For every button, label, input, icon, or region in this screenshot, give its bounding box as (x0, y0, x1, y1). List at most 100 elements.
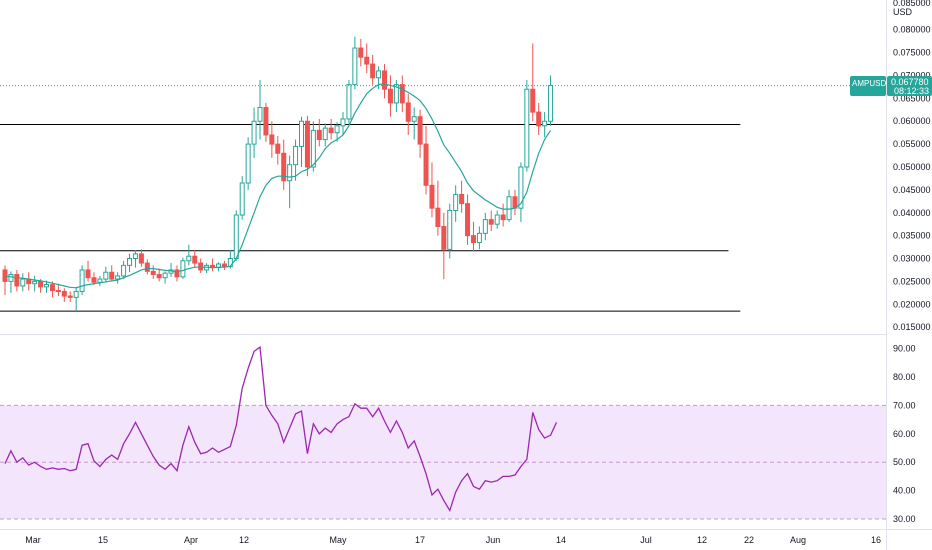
moving-average-line (4, 83, 552, 289)
price-tick-label: 0.025000 (893, 276, 931, 286)
candle-body-up (132, 253, 138, 260)
candle-body-up (8, 274, 14, 282)
candle-body-down (221, 263, 227, 268)
rsi-line (4, 345, 558, 513)
candle-body-down (192, 255, 198, 264)
time-tick-label: May (329, 535, 347, 545)
candle-body-up (257, 107, 263, 122)
candle-body-up (20, 278, 26, 287)
candle-body-up (44, 284, 50, 288)
candle-body-up (32, 280, 38, 285)
candle-body-up (506, 196, 512, 221)
candle-body-up (346, 84, 352, 120)
candle-body-up (73, 290, 79, 298)
candle-body-down (364, 56, 370, 65)
price-tick-label: 0.015000 (893, 322, 931, 332)
candle-body-up (411, 116, 417, 122)
time-tick-label: 12 (697, 535, 707, 545)
time-tick-label: 22 (744, 535, 754, 545)
last-price-tag[interactable]: AMPUSD 0.067780 08:12:33 (850, 76, 932, 96)
time-axis[interactable]: Mar 15 Apr 12 May 17 Jun 14 Jul 12 22 Aug 16 (25, 535, 881, 545)
candle-body-down (328, 127, 334, 134)
candle-body-up (340, 118, 346, 127)
candle-body-down (304, 120, 310, 168)
candle-body-down (488, 219, 494, 225)
time-tick-label: 14 (556, 535, 566, 545)
support-resistance-lines[interactable] (0, 123, 741, 312)
rsi-tick-label: 40.00 (893, 486, 916, 496)
candle-body-up (293, 145, 299, 166)
candle-body-up (494, 214, 500, 225)
rsi-pane[interactable] (0, 345, 886, 520)
candle-body-down (263, 107, 269, 136)
candlesticks[interactable] (2, 36, 554, 312)
price-tick-label: 0.050000 (893, 162, 931, 172)
candle-body-down (85, 269, 91, 279)
time-tick-label: Jun (486, 535, 501, 545)
candle-body-up (542, 120, 548, 127)
candle-body-down (316, 129, 322, 141)
candle-body-down (382, 70, 388, 90)
candle-body-down (150, 270, 156, 276)
candle-body-down (269, 134, 275, 145)
candle-body-down (198, 262, 204, 271)
time-tick-label: Apr (184, 535, 198, 545)
candle-body-down (423, 143, 429, 186)
candle-body-up (299, 120, 304, 147)
price-axis[interactable]: 0.015000 0.020000 0.025000 0.030000 0.035000… (893, 25, 931, 332)
rsi-tick-label: 90.00 (893, 344, 916, 354)
time-tick-label: 12 (239, 535, 249, 545)
price-axis-top-tick: 0.085000 (893, 0, 931, 8)
candle-body-down (530, 88, 536, 113)
price-tick-label: 0.075000 (893, 48, 931, 58)
candle-body-down (156, 274, 162, 279)
time-tick-label: Jul (640, 535, 652, 545)
candle-body-up (393, 84, 399, 104)
candle-body-up (103, 271, 109, 280)
candle-body-up (334, 125, 340, 134)
price-tick-label: 0.055000 (893, 139, 931, 149)
candle-body-down (429, 184, 435, 209)
candle-body-down (387, 88, 393, 104)
candle-body-down (49, 284, 55, 292)
candle-body-down (174, 269, 180, 278)
candle-body-down (67, 295, 73, 298)
candle-body-up (322, 127, 328, 141)
price-tick-label: 0.040000 (893, 208, 931, 218)
price-tick-label: 0.045000 (893, 185, 931, 195)
candle-body-down (55, 290, 61, 293)
rsi-tick-label: 70.00 (893, 400, 916, 410)
rsi-axis[interactable]: 30.00 40.00 50.00 60.00 70.00 80.00 90.00 (893, 344, 916, 525)
candle-body-down (536, 111, 542, 127)
candle-body-up (162, 272, 168, 279)
time-tick-label: 15 (98, 535, 108, 545)
candle-body-down (275, 143, 281, 154)
candle-body-up (482, 219, 488, 234)
time-tick-label: Mar (25, 535, 41, 545)
candle-body-down (370, 63, 376, 79)
rsi-tick-label: 60.00 (893, 429, 916, 439)
candle-body-down (358, 47, 364, 58)
price-pane[interactable] (0, 36, 886, 312)
candle-body-down (465, 203, 471, 237)
candle-body-down (399, 84, 405, 104)
candle-body-down (500, 214, 506, 221)
candle-body-down (405, 102, 411, 122)
candle-body-down (281, 152, 287, 182)
candle-body-up (518, 166, 524, 209)
candle-body-up (447, 209, 453, 250)
price-tick-label: 0.065000 (893, 93, 931, 103)
candle-body-up (251, 120, 257, 145)
time-tick-label: Aug (790, 535, 806, 545)
price-tick-label: 0.060000 (893, 116, 931, 126)
price-axis-currency: USD (893, 7, 913, 17)
price-tag (887, 76, 932, 96)
candle-body-down (441, 225, 447, 250)
symbol-tag (850, 76, 886, 96)
symbol-label: AMPUSD (852, 79, 886, 88)
candle-body-up (186, 255, 192, 262)
time-tick-label: 17 (415, 535, 425, 545)
price-tick-label: 0.070000 (893, 70, 931, 80)
last-price-value: 0.067780 (891, 77, 929, 87)
